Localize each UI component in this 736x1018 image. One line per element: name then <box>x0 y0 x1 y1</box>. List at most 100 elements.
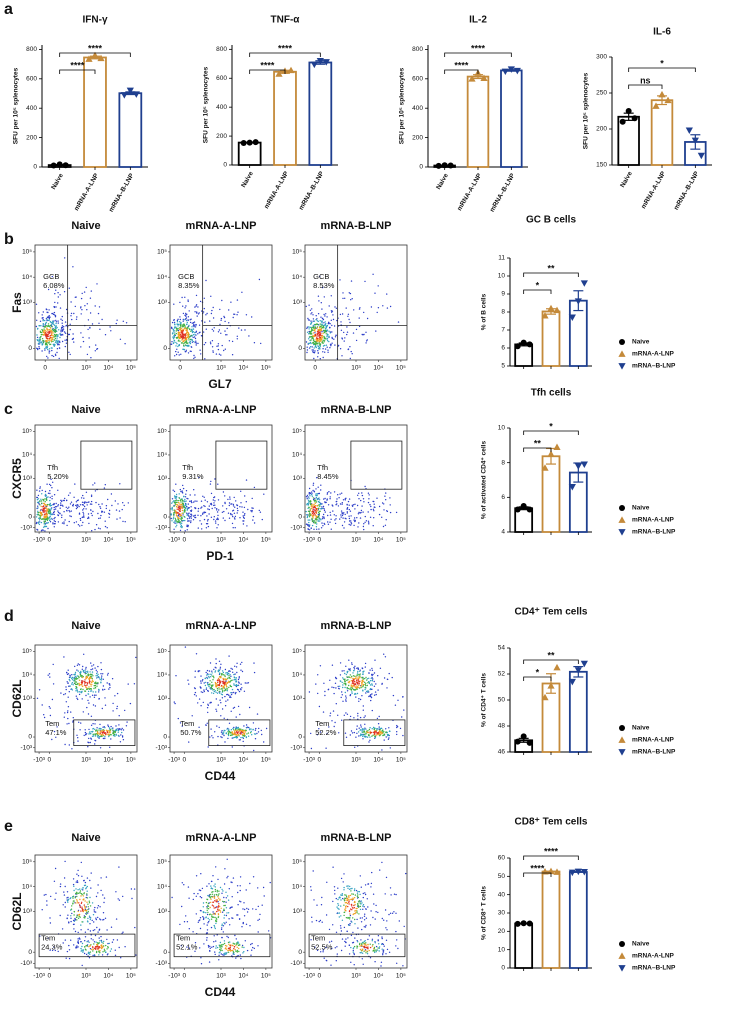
event-dot <box>323 509 326 512</box>
event-dot <box>87 906 90 908</box>
event-dot <box>86 877 89 879</box>
event-dot <box>203 917 205 919</box>
flow-events <box>39 860 137 967</box>
event-dot <box>246 733 248 735</box>
event-dot <box>86 901 88 903</box>
event-dot <box>206 937 208 939</box>
event-dot <box>188 336 191 338</box>
event-dot <box>101 707 104 710</box>
x-tick-label: 10⁴ <box>103 973 113 980</box>
event-dot <box>230 680 232 682</box>
event-dot <box>189 328 191 331</box>
event-dot <box>110 725 112 728</box>
y-tick-label: 10⁴ <box>22 452 32 459</box>
event-dot <box>173 515 175 517</box>
event-dot <box>180 335 182 337</box>
event-dot <box>112 729 114 731</box>
event-dot <box>75 683 78 686</box>
event-dot <box>50 504 53 507</box>
event-dot <box>179 340 181 342</box>
event-dot <box>357 526 359 528</box>
event-dot <box>200 897 203 899</box>
event-dot <box>260 729 262 732</box>
event-dot <box>347 315 349 317</box>
event-dot <box>86 894 88 896</box>
event-dot <box>90 715 93 717</box>
event-dot <box>348 292 350 294</box>
event-dot <box>352 681 354 683</box>
event-dot <box>43 716 46 719</box>
event-dot <box>383 503 385 505</box>
event-dot <box>189 500 191 502</box>
event-dot <box>135 656 137 659</box>
event-dot <box>224 953 226 956</box>
event-dot <box>311 505 313 507</box>
event-dot <box>236 885 239 887</box>
event-dot <box>350 685 352 687</box>
y-tick-label: 10⁵ <box>22 249 32 256</box>
event-dot <box>314 497 316 500</box>
event-dot <box>241 926 243 928</box>
event-dot <box>85 911 88 913</box>
event-dot <box>118 724 120 726</box>
event-dot <box>68 520 70 523</box>
event-dot <box>349 292 352 295</box>
event-dot <box>331 324 333 327</box>
event-dot <box>84 936 87 938</box>
event-dot <box>76 899 78 901</box>
event-dot <box>361 667 364 670</box>
x-tick-label: 10⁵ <box>396 537 406 544</box>
event-dot <box>322 711 325 713</box>
event-dot <box>70 501 73 503</box>
event-dot <box>354 503 356 505</box>
event-dot <box>226 327 228 330</box>
event-dot <box>320 316 322 318</box>
event-dot <box>46 316 49 319</box>
event-dot <box>80 671 82 674</box>
event-dot <box>204 499 206 501</box>
event-dot <box>83 880 85 882</box>
event-dot <box>385 728 387 730</box>
event-dot <box>240 502 242 504</box>
event-dot <box>193 501 195 503</box>
event-dot <box>221 736 223 739</box>
event-dot <box>235 735 237 738</box>
event-dot <box>263 493 265 495</box>
event-dot <box>48 512 51 515</box>
event-dot <box>200 675 202 677</box>
event-dot <box>47 323 50 325</box>
event-dot <box>226 858 228 860</box>
event-dot <box>346 504 348 506</box>
event-dot <box>81 906 83 908</box>
event-dot <box>335 501 337 503</box>
event-dot <box>333 514 335 516</box>
event-dot <box>211 880 213 883</box>
event-dot <box>46 346 49 348</box>
y-tick-label: 10³ <box>158 695 168 702</box>
event-dot <box>69 676 71 679</box>
event-dot <box>68 506 70 508</box>
event-dot <box>104 917 107 919</box>
event-dot <box>41 704 43 706</box>
event-dot <box>351 692 353 694</box>
event-dot <box>386 733 389 736</box>
event-dot <box>92 954 94 957</box>
event-dot <box>336 498 338 500</box>
event-dot <box>317 520 319 522</box>
event-dot <box>358 684 360 687</box>
event-dot <box>243 517 245 519</box>
event-dot <box>316 494 318 497</box>
event-dot <box>188 520 190 522</box>
event-dot <box>76 916 78 918</box>
event-dot <box>210 504 213 506</box>
event-dot <box>35 325 38 328</box>
x-tick-label: -10³ <box>33 757 45 764</box>
event-dot <box>49 321 52 323</box>
event-dot <box>225 732 227 734</box>
event-dot <box>64 332 67 334</box>
event-dot <box>68 949 71 951</box>
event-dot <box>340 510 343 512</box>
event-dot <box>78 902 80 904</box>
event-dot <box>61 322 63 324</box>
event-dot <box>343 512 345 514</box>
